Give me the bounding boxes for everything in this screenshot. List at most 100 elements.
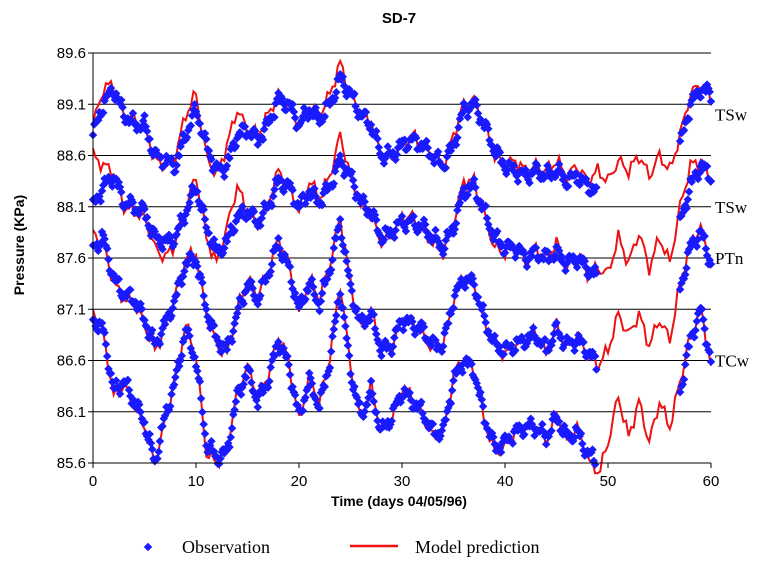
observation-point: [301, 393, 310, 402]
series-tag-label: TSw: [715, 198, 748, 217]
observation-point: [227, 337, 237, 347]
observation-point: [427, 341, 436, 350]
observation-point: [383, 142, 393, 151]
observation-point: [348, 175, 358, 185]
observation-point: [397, 211, 407, 221]
observation-point: [401, 226, 411, 236]
observation-point: [329, 179, 339, 188]
observation-point: [253, 402, 263, 412]
observation-point: [335, 289, 345, 299]
observation-point: [675, 136, 685, 146]
observation-point: [200, 214, 210, 224]
x-tick-labels: 0 10 20 30 40 50 60: [89, 473, 720, 490]
observation-point: [344, 351, 354, 360]
observation-point: [287, 277, 296, 287]
observation-point: [171, 167, 180, 176]
observation-point: [258, 135, 268, 144]
observation-point: [267, 260, 277, 269]
observation-point: [190, 352, 199, 362]
legend-observation-label: Observation: [182, 537, 270, 557]
axes: [88, 52, 712, 468]
observation-point: [454, 123, 463, 132]
observation-point: [334, 222, 344, 232]
observation-point: [308, 282, 318, 292]
observation-point: [588, 445, 597, 454]
observation-point: [230, 319, 239, 328]
observation-point: [679, 375, 689, 384]
observation-point: [220, 243, 229, 253]
observation-point: [153, 454, 162, 463]
observation-point: [706, 259, 716, 269]
observation-point: [428, 419, 438, 429]
x-tick-label: 40: [497, 473, 514, 490]
observation-point: [99, 108, 108, 117]
observation-point: [347, 167, 357, 177]
observation-point: [508, 439, 517, 448]
observation-point: [185, 331, 194, 341]
observation-point: [101, 340, 111, 349]
observation-point: [307, 379, 317, 388]
observation-point: [682, 263, 691, 273]
observation-point: [156, 329, 166, 339]
chart-title: SD-7: [382, 10, 416, 27]
observation-point: [239, 299, 248, 308]
observation-point: [471, 183, 480, 192]
observation-point: [458, 368, 467, 377]
observation-point: [344, 271, 354, 281]
observation-point: [561, 266, 570, 275]
observation-point: [234, 303, 243, 312]
observation-point: [128, 198, 138, 207]
observation-point: [247, 378, 256, 387]
legend-observation-marker: [143, 542, 153, 552]
x-tick-label: 30: [394, 473, 411, 490]
observation-point: [256, 291, 265, 300]
observation-point: [342, 333, 351, 343]
observation-point: [330, 93, 340, 103]
observation-point: [399, 326, 408, 335]
observation-point: [160, 320, 170, 329]
observation-point: [232, 309, 242, 318]
observation-point: [409, 211, 418, 221]
observation-point: [316, 296, 326, 306]
observation-point: [332, 87, 341, 97]
observation-point: [511, 346, 520, 355]
y-tick-label: 87.1: [57, 301, 86, 318]
observation-point: [288, 185, 297, 195]
observation-point: [171, 373, 180, 382]
observation-point: [193, 261, 202, 271]
observation-point: [140, 204, 149, 214]
observation-point: [526, 414, 536, 424]
observation-point: [167, 390, 176, 399]
observation-point: [231, 141, 241, 151]
observation-point: [592, 365, 601, 374]
observation-point: [373, 416, 382, 426]
observation-point: [343, 341, 353, 350]
observation-point: [269, 192, 278, 201]
observation-point: [493, 227, 502, 236]
y-tick-label: 85.6: [57, 455, 86, 472]
observation-point: [500, 248, 510, 258]
observation-point: [423, 143, 433, 153]
observation-point: [388, 342, 398, 351]
observation-point: [507, 340, 516, 350]
observation-point: [186, 121, 196, 130]
observation-point: [256, 221, 265, 230]
observation-point: [266, 363, 275, 372]
observation-point: [690, 333, 699, 342]
observation-point: [167, 311, 176, 321]
observation-point: [681, 270, 690, 279]
model-prediction-line: [92, 58, 712, 190]
model-prediction-line: [92, 216, 712, 373]
observation-point: [285, 370, 295, 379]
observation-point: [325, 363, 335, 373]
observation-point: [195, 377, 205, 386]
observation-point: [554, 417, 564, 426]
observation-point: [675, 285, 685, 294]
observation-point: [338, 72, 348, 82]
observation-point: [350, 89, 359, 98]
observation-point: [467, 359, 476, 369]
observation-point: [335, 215, 345, 224]
observation-point: [472, 101, 481, 110]
observation-point: [338, 240, 348, 250]
